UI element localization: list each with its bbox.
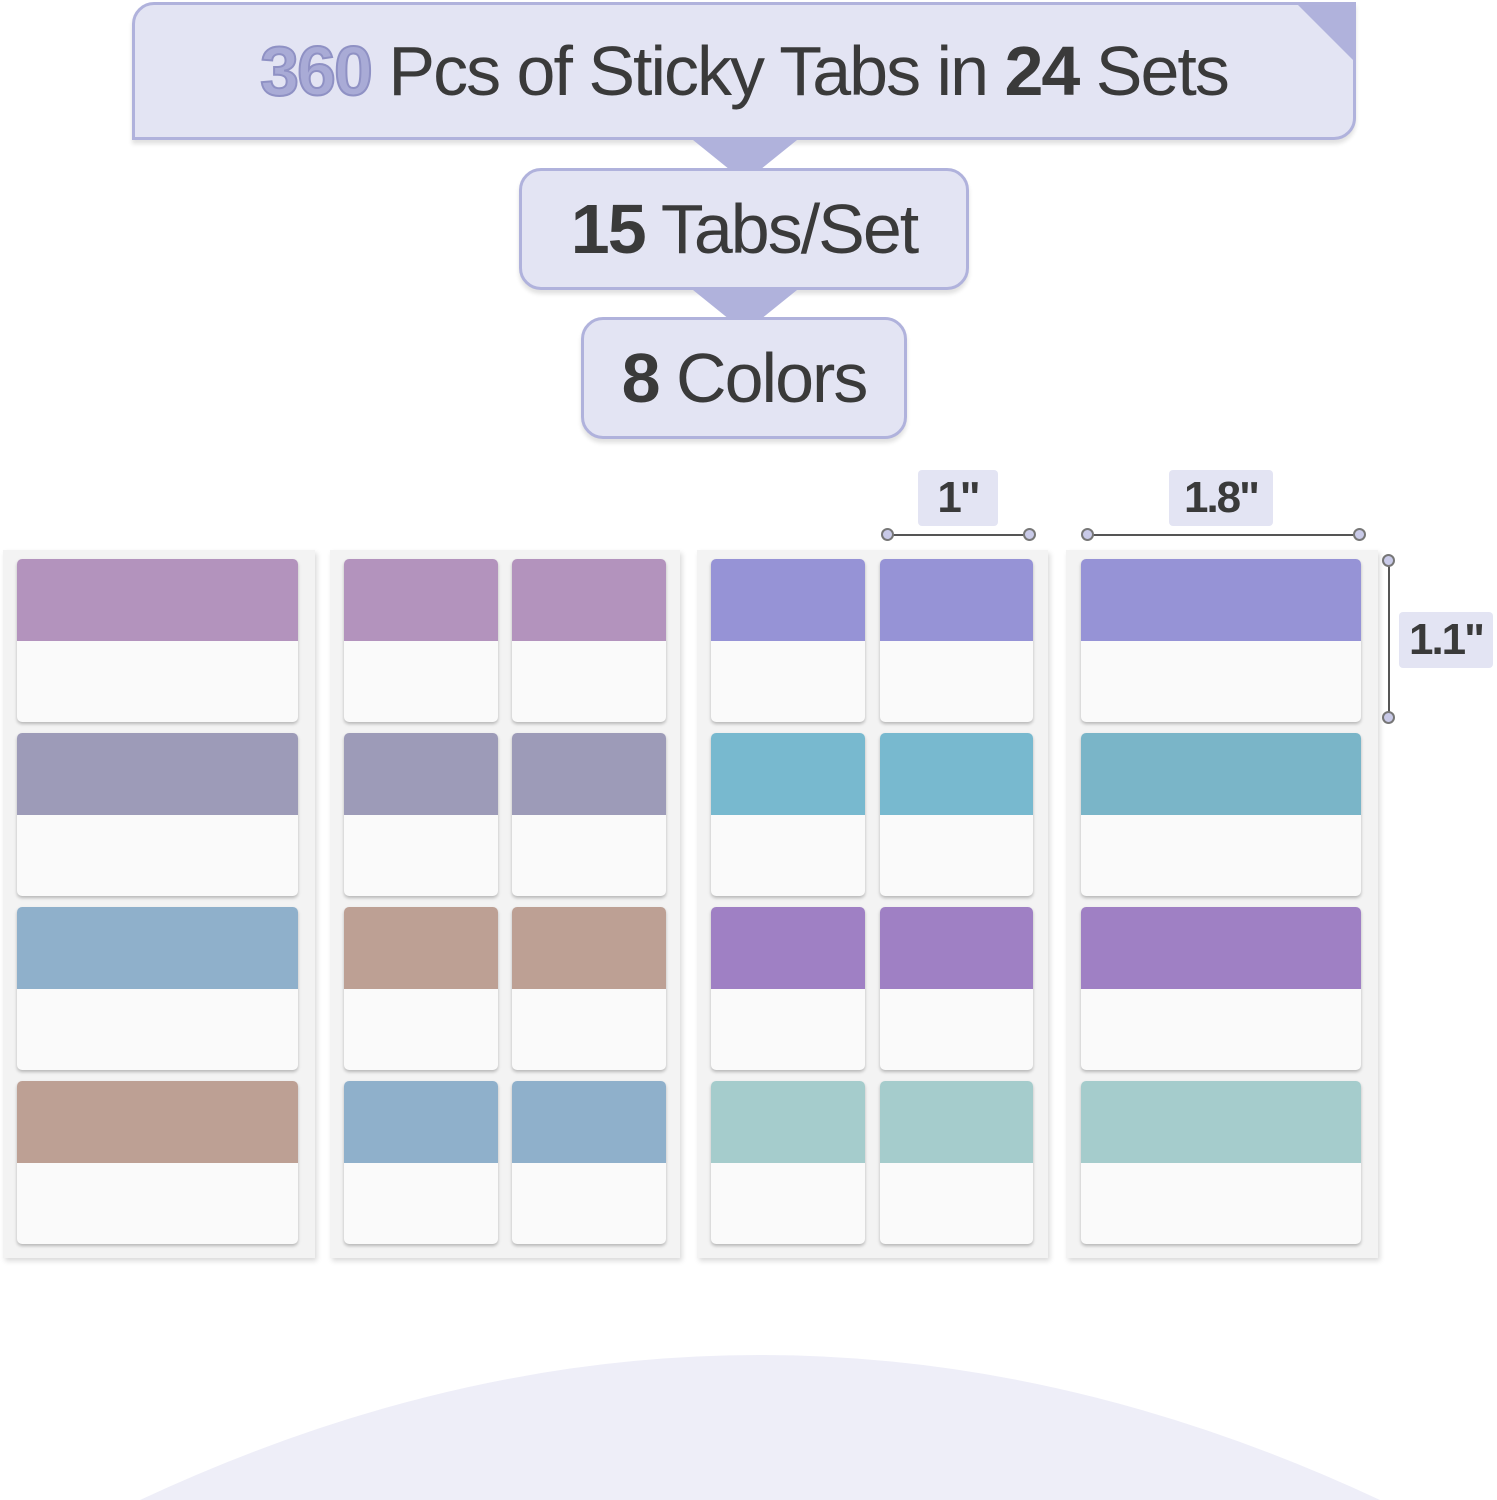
sticky-tab	[1081, 1081, 1361, 1244]
height-text: 1.1"	[1408, 615, 1485, 664]
colors-label: Colors	[676, 339, 868, 417]
tab-sheet-1	[3, 550, 315, 1258]
sticky-tab	[880, 907, 1033, 1070]
headline-count: 360	[259, 31, 374, 111]
tab-sheet-3	[697, 550, 1048, 1258]
dimension-dot	[1382, 711, 1395, 724]
tab-color-band	[512, 1081, 666, 1163]
headline-middle: Pcs of Sticky Tabs in	[388, 32, 989, 110]
small-width-label: 1"	[918, 470, 998, 526]
tab-color-band	[512, 559, 666, 641]
sticky-tab	[344, 733, 498, 896]
sticky-tab	[1081, 733, 1361, 896]
sticky-tab	[17, 1081, 298, 1244]
large-width-line	[1088, 534, 1360, 536]
sticky-tab	[711, 1081, 865, 1244]
tab-sheet-4	[1066, 550, 1378, 1258]
tab-color-band	[1081, 1081, 1361, 1163]
sticky-tab	[711, 733, 865, 896]
small-width-text: 1"	[937, 473, 980, 522]
sticky-tab	[880, 559, 1033, 722]
height-line	[1388, 561, 1390, 717]
per-set-bubble: 15 Tabs/Set	[519, 168, 969, 290]
per-set-count: 15	[570, 190, 647, 268]
tab-color-band	[344, 733, 498, 815]
tab-color-band	[711, 907, 865, 989]
tab-color-band	[711, 559, 865, 641]
dimension-dot	[1023, 528, 1036, 541]
tab-color-band	[17, 559, 298, 641]
headline-banner: 360 Pcs of Sticky Tabs in 24 Sets	[132, 2, 1356, 140]
tab-color-band	[344, 907, 498, 989]
tab-color-band	[711, 733, 865, 815]
dimension-dot	[881, 528, 894, 541]
tab-color-band	[880, 1081, 1033, 1163]
sticky-tab	[512, 907, 666, 1070]
tab-color-band	[711, 1081, 865, 1163]
large-width-text: 1.8"	[1183, 473, 1260, 522]
tab-sheet-2	[330, 550, 680, 1258]
sticky-tab	[17, 907, 298, 1070]
colors-bubble: 8 Colors	[581, 317, 907, 439]
tab-color-band	[17, 907, 298, 989]
tab-color-band	[880, 907, 1033, 989]
sticky-tab	[512, 1081, 666, 1244]
tab-color-band	[1081, 559, 1361, 641]
tab-color-band	[344, 1081, 498, 1163]
sticky-tab	[512, 733, 666, 896]
sticky-tab	[880, 733, 1033, 896]
sticky-tab	[17, 559, 298, 722]
corner-fold	[1295, 2, 1356, 63]
sticky-tab	[1081, 559, 1361, 722]
small-width-line	[888, 534, 1030, 536]
tab-color-band	[17, 1081, 298, 1163]
height-label: 1.1"	[1399, 612, 1493, 668]
colors-count: 8	[621, 339, 661, 417]
sticky-tab	[344, 559, 498, 722]
tab-color-band	[17, 733, 298, 815]
headline-sets: 24	[1004, 32, 1080, 110]
sticky-tab	[880, 1081, 1033, 1244]
tab-color-band	[512, 907, 666, 989]
tab-color-band	[880, 559, 1033, 641]
tab-color-band	[344, 559, 498, 641]
sticky-tab	[711, 907, 865, 1070]
tab-color-band	[512, 733, 666, 815]
tab-color-band	[1081, 907, 1361, 989]
per-set-label: Tabs/Set	[660, 190, 919, 268]
sticky-tab	[344, 1081, 498, 1244]
dimension-dot	[1382, 554, 1395, 567]
large-width-label: 1.8"	[1169, 470, 1273, 526]
tab-color-band	[880, 733, 1033, 815]
sticky-tab	[344, 907, 498, 1070]
background-arc	[140, 1355, 1380, 1500]
dimension-dot	[1353, 528, 1366, 541]
tab-color-band	[1081, 733, 1361, 815]
dimension-dot	[1081, 528, 1094, 541]
sticky-tab	[17, 733, 298, 896]
headline-end: Sets	[1095, 32, 1230, 110]
sticky-tab	[512, 559, 666, 722]
sticky-tab	[711, 559, 865, 722]
sticky-tab	[1081, 907, 1361, 1070]
